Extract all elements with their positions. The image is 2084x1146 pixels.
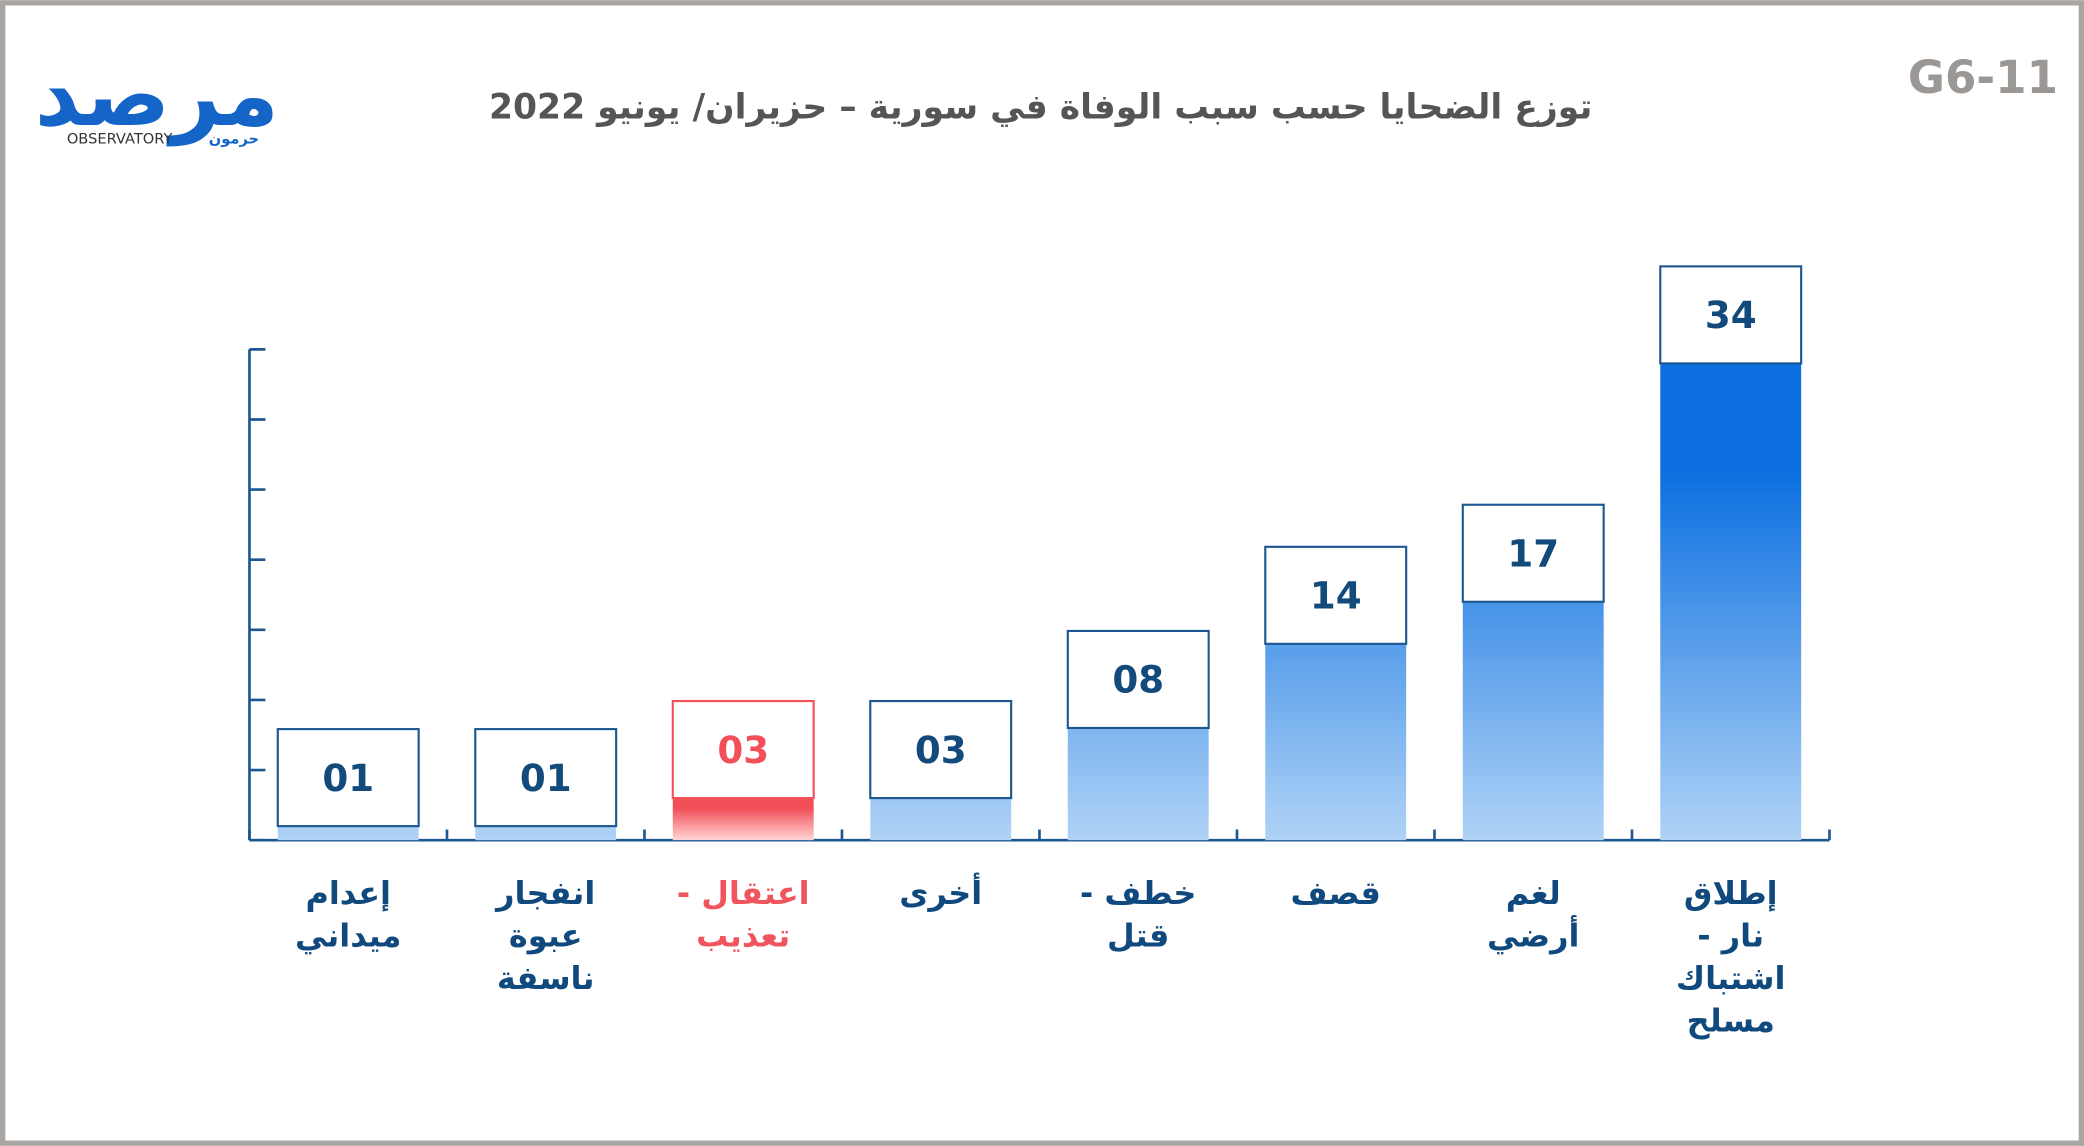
bar xyxy=(1067,727,1209,841)
x-label-box: أخرى xyxy=(899,874,983,912)
logo-tag: حرمون xyxy=(209,131,259,148)
chart-title: توزع الضحايا حسب سبب الوفاة في سورية – ح… xyxy=(489,88,1592,128)
bar xyxy=(277,826,419,841)
value-box xyxy=(1659,265,1803,365)
value-box xyxy=(1264,545,1408,645)
value-box xyxy=(869,699,1013,800)
value-label: 03 xyxy=(915,728,967,772)
x-tick-label: قصف xyxy=(1290,874,1381,912)
bar xyxy=(1265,643,1407,841)
x-label-box: لغم أرضي xyxy=(1487,874,1580,955)
x-tick-label: إطلاق نار - اشتباك مسلح xyxy=(1675,874,1786,1040)
x-label-box: إعدام ميداني xyxy=(295,874,402,955)
x-label-box: قصف xyxy=(1290,874,1381,912)
value-box xyxy=(276,728,420,828)
logo-sub: OBSERVATORY xyxy=(67,131,173,148)
value-box xyxy=(1066,629,1210,730)
value-label: 08 xyxy=(1112,658,1164,702)
bar xyxy=(1462,601,1604,841)
bar xyxy=(870,798,1012,841)
x-tick-label: أخرى xyxy=(899,874,983,912)
x-tick-label: إعدام ميداني xyxy=(295,874,402,955)
x-label-box: اعتقال - تعذيب xyxy=(676,874,810,955)
logo-main: مرصد xyxy=(35,44,279,146)
logo: مرصد OBSERVATORY حرمون xyxy=(35,44,279,148)
bar xyxy=(672,798,814,841)
x-tick-label: انفجار عبوة ناسفة xyxy=(496,874,596,997)
x-tick-label: لغم أرضي xyxy=(1487,874,1580,955)
x-label-box: انفجار عبوة ناسفة xyxy=(496,874,596,997)
value-label: 03 xyxy=(717,728,769,772)
x-label-box: خطف - قتل xyxy=(1080,874,1197,955)
value-label: 34 xyxy=(1705,293,1757,337)
value-label: 17 xyxy=(1507,532,1559,576)
value-box xyxy=(671,699,815,800)
bar xyxy=(1660,363,1802,841)
value-box xyxy=(474,728,618,828)
value-box xyxy=(1461,503,1605,603)
x-tick-label: خطف - قتل xyxy=(1080,874,1197,955)
value-label: 14 xyxy=(1310,574,1362,618)
bar xyxy=(475,826,617,841)
value-label: 01 xyxy=(322,756,374,800)
value-label: 01 xyxy=(520,756,572,800)
chart-code: G6-11 xyxy=(1908,51,2058,104)
x-label-box: إطلاق نار - اشتباك مسلح xyxy=(1675,874,1786,1040)
x-tick-label: اعتقال - تعذيب xyxy=(676,874,810,955)
